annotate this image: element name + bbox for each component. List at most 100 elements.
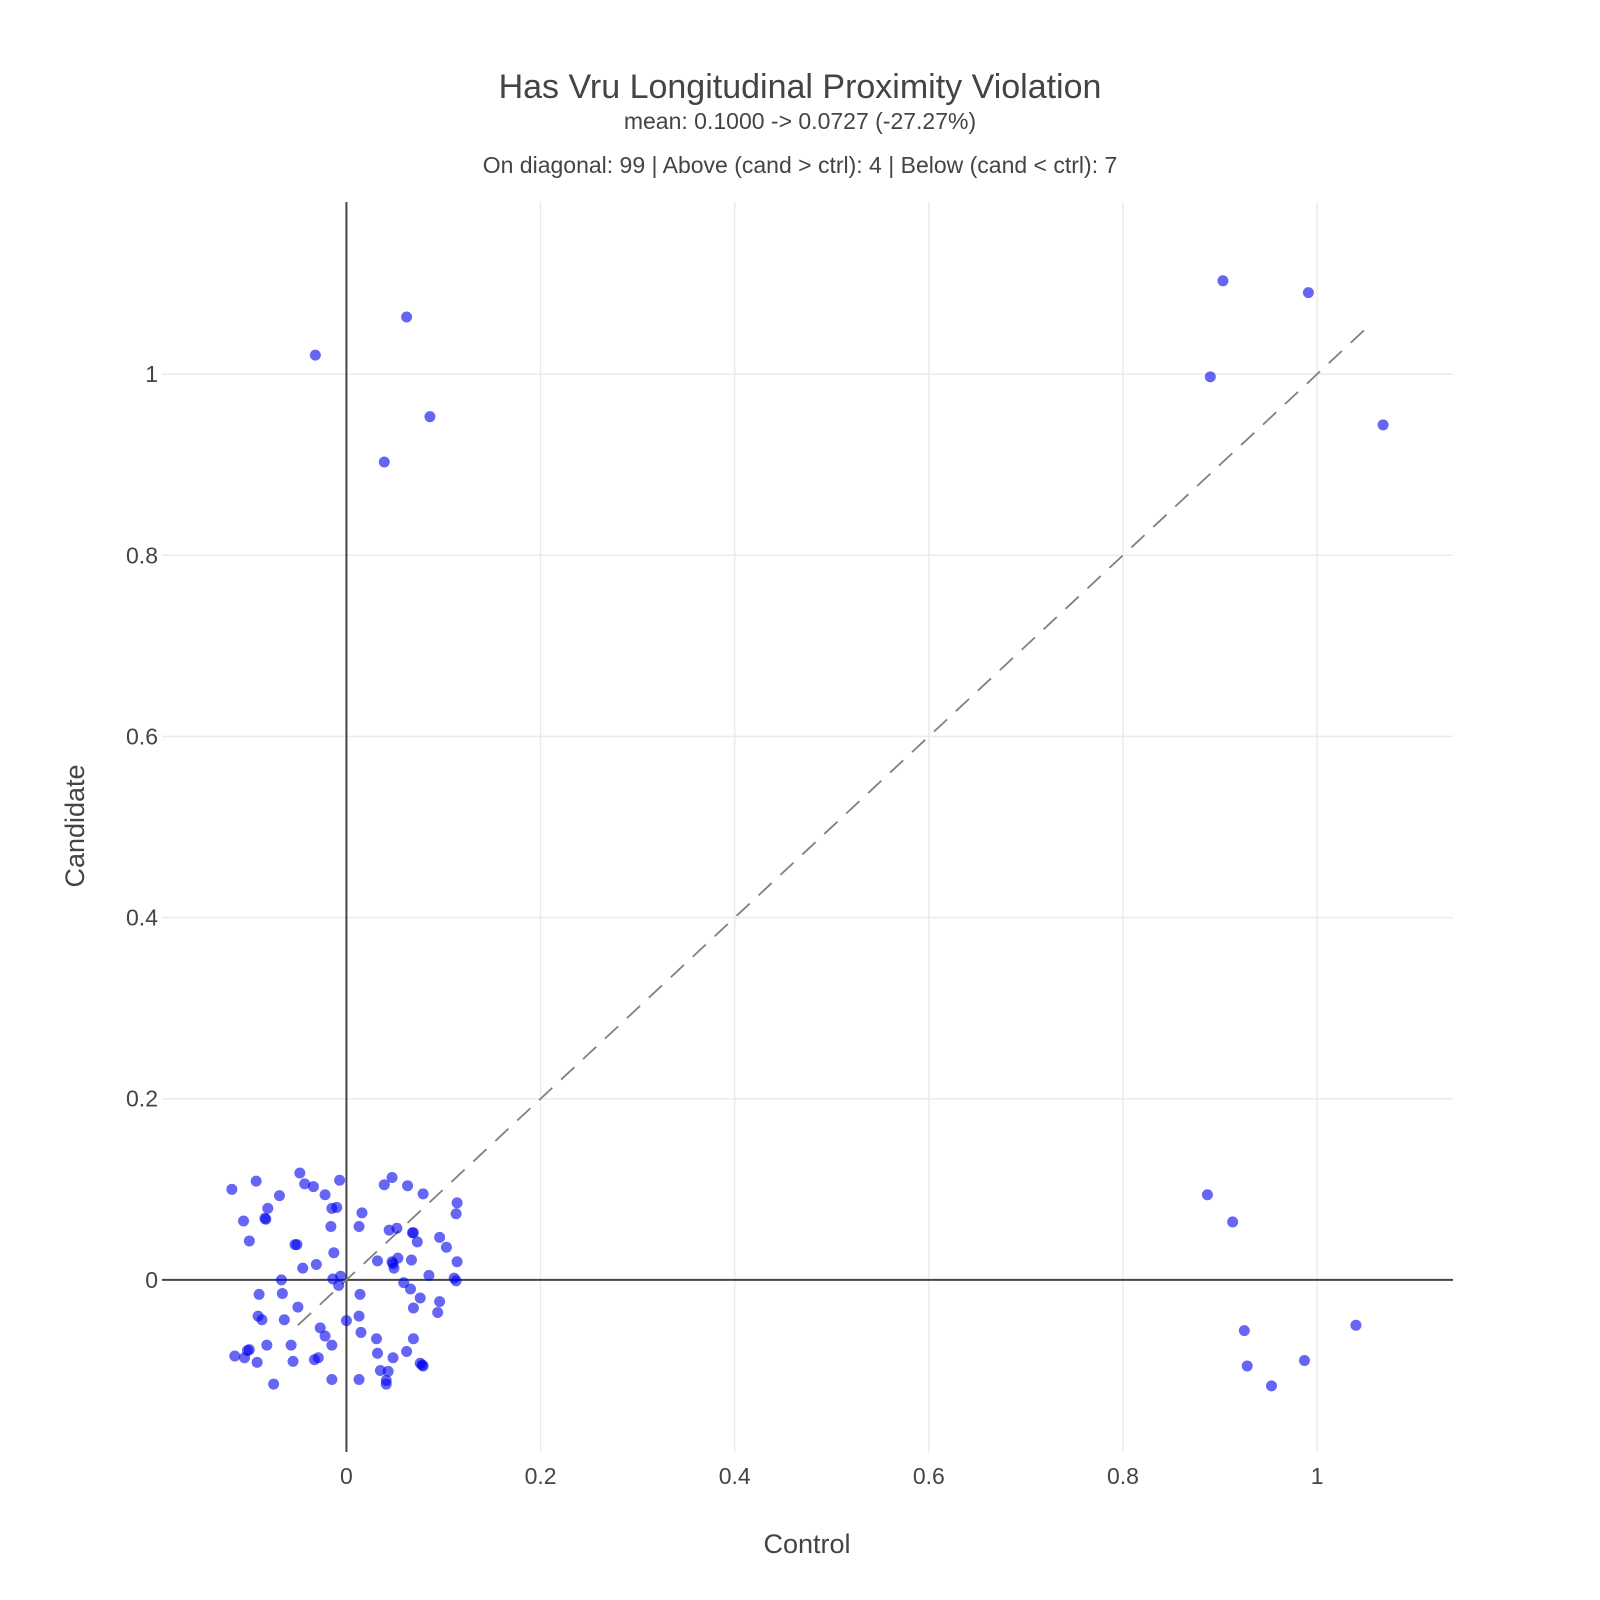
zero-axis-layer: [162, 202, 1453, 1452]
data-point: [1241, 1360, 1253, 1372]
data-point: [407, 1302, 419, 1314]
tick-label-layer: 0 0.2 0.4 0.6 0.8 1 0 0.2 0.4 0.6 0.8 1: [126, 361, 1323, 1489]
data-point: [325, 1220, 337, 1232]
data-point: [275, 1274, 287, 1286]
x-tick-label: 0.8: [1107, 1463, 1139, 1489]
data-point: [1350, 1319, 1362, 1331]
data-point: [371, 1333, 383, 1345]
data-point: [355, 1326, 367, 1338]
y-tick-label: 0: [145, 1267, 158, 1293]
diagonal-layer: [297, 328, 1367, 1326]
chart-stats: On diagonal: 99 | Above (cand > ctrl): 4…: [482, 152, 1118, 178]
x-tick-label: 1: [1311, 1463, 1324, 1489]
data-point: [312, 1352, 324, 1364]
data-point: [297, 1262, 309, 1274]
y-tick-label: 0.6: [126, 723, 158, 749]
data-point: [251, 1356, 263, 1368]
data-point: [253, 1288, 265, 1300]
data-point: [407, 1227, 419, 1239]
data-point: [268, 1378, 280, 1390]
data-point: [417, 1188, 429, 1200]
data-point: [250, 1175, 262, 1187]
data-point: [309, 349, 321, 361]
y-tick-label: 0.4: [126, 905, 158, 931]
data-point: [423, 1269, 435, 1281]
data-point: [434, 1296, 446, 1308]
x-tick-label: 0.2: [525, 1463, 557, 1489]
data-point: [276, 1287, 288, 1299]
data-point: [356, 1207, 368, 1219]
data-point: [353, 1310, 365, 1322]
data-point: [307, 1181, 319, 1193]
data-point: [380, 1378, 392, 1390]
data-point: [450, 1208, 462, 1220]
data-point: [402, 1180, 414, 1192]
data-point: [326, 1374, 338, 1386]
data-point: [414, 1292, 426, 1304]
data-point: [378, 456, 390, 468]
y-axis-title: Candidate: [60, 764, 90, 887]
data-point: [1265, 1380, 1277, 1392]
grid-layer: [162, 202, 1453, 1452]
data-point: [432, 1307, 444, 1319]
data-point: [434, 1231, 446, 1243]
data-point: [450, 1275, 462, 1287]
data-point: [411, 1236, 423, 1248]
x-tick-label: 0: [340, 1463, 353, 1489]
data-point: [405, 1254, 417, 1266]
points-layer: [226, 275, 1389, 1392]
data-point: [256, 1314, 268, 1326]
data-point: [392, 1252, 404, 1264]
x-tick-label: 0.6: [913, 1463, 945, 1489]
data-point: [243, 1235, 255, 1247]
data-point: [326, 1339, 338, 1351]
data-point: [1227, 1216, 1239, 1228]
data-point: [386, 1172, 398, 1184]
data-point: [259, 1212, 271, 1224]
data-point: [229, 1350, 241, 1362]
data-point: [334, 1174, 346, 1186]
data-point: [1238, 1325, 1250, 1337]
data-point: [335, 1270, 347, 1282]
data-point: [310, 1259, 322, 1270]
data-point: [239, 1352, 251, 1364]
data-point: [401, 1345, 413, 1357]
chart-title: Has Vru Longitudinal Proximity Violation: [498, 68, 1102, 106]
data-point: [261, 1339, 273, 1351]
data-point: [243, 1344, 255, 1356]
y-tick-label: 0.8: [126, 542, 158, 568]
data-point: [238, 1215, 250, 1227]
data-point: [440, 1241, 452, 1253]
data-point: [451, 1256, 463, 1268]
data-point: [1298, 1355, 1310, 1367]
data-point: [340, 1315, 352, 1327]
chart-subtitle: mean: 0.1000 -> 0.0727 (-27.27%): [623, 108, 977, 134]
data-point: [1217, 275, 1229, 287]
data-point: [378, 1179, 390, 1191]
data-point: [278, 1314, 290, 1326]
data-point: [1302, 287, 1314, 299]
x-axis-title: Control: [763, 1529, 850, 1559]
data-point: [291, 1239, 303, 1251]
data-point: [319, 1330, 331, 1342]
data-point: [314, 1322, 326, 1334]
data-point: [1377, 419, 1389, 431]
data-point: [451, 1197, 463, 1209]
data-point: [328, 1247, 340, 1259]
data-point: [391, 1222, 403, 1234]
data-point: [287, 1355, 299, 1367]
data-point: [388, 1262, 400, 1274]
data-point: [424, 411, 436, 423]
data-point: [273, 1190, 285, 1202]
data-point: [299, 1178, 311, 1190]
y-tick-label: 0.2: [126, 1086, 158, 1112]
data-point: [1204, 371, 1216, 383]
data-point: [416, 1359, 428, 1371]
data-point: [387, 1352, 399, 1364]
data-point: [401, 311, 413, 323]
y-tick-label: 1: [145, 361, 158, 387]
data-point: [333, 1279, 345, 1291]
data-point: [285, 1339, 297, 1351]
data-point: [353, 1374, 365, 1386]
